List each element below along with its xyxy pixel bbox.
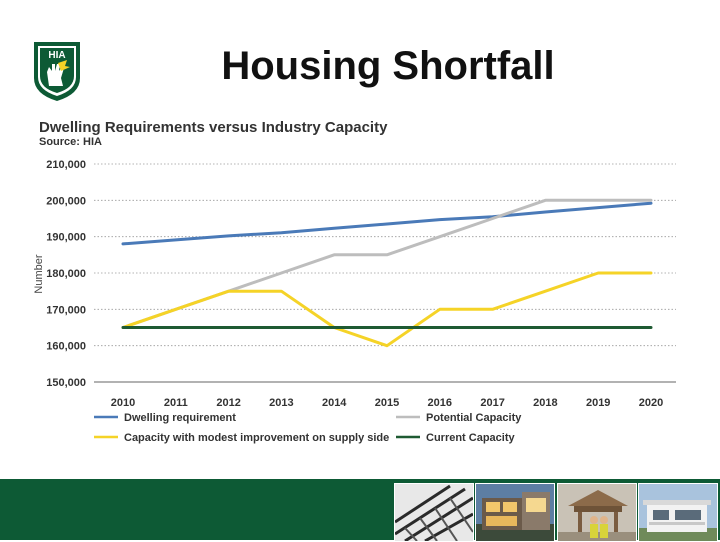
lit-modern-house-photo — [475, 483, 555, 542]
x-tick-label: 2012 — [216, 397, 240, 409]
chart-subtitle: Source: HIA — [39, 136, 102, 148]
legend-label: Capacity with modest improvement on supp… — [124, 432, 389, 444]
hia-logo-mark: HIA — [34, 42, 80, 101]
y-axis-label: Number — [33, 254, 45, 293]
x-tick-label: 2011 — [164, 397, 188, 409]
x-tick-label: 2018 — [533, 397, 557, 409]
line-chart: Dwelling Requirements versus Industry Ca… — [33, 119, 676, 444]
x-tick-label: 2017 — [480, 397, 504, 409]
x-tick-label: 2010 — [111, 397, 135, 409]
x-tick-label: 2020 — [639, 397, 663, 409]
legend-label: Current Capacity — [426, 432, 516, 444]
roof-framing-photo — [394, 483, 474, 542]
x-tick-label: 2013 — [269, 397, 293, 409]
x-tick-label: 2014 — [322, 397, 347, 409]
x-tick-label: 2019 — [586, 397, 610, 409]
y-tick-label: 180,000 — [46, 268, 86, 280]
x-tick-label: 2015 — [375, 397, 399, 409]
series-line-potential-capacity — [121, 198, 653, 329]
y-tick-label: 210,000 — [46, 159, 86, 171]
hia-logo-lettering: HIA — [48, 50, 65, 61]
hia-logo: HIA — [30, 40, 84, 102]
slide-title: Housing Shortfall — [221, 44, 555, 88]
builders-on-site-photo — [557, 483, 637, 542]
y-tick-label: 190,000 — [46, 232, 86, 244]
gridlines — [94, 163, 676, 383]
y-tick-label: 150,000 — [46, 377, 86, 389]
legend-label: Dwelling requirement — [124, 412, 236, 424]
chart-title: Dwelling Requirements versus Industry Ca… — [39, 119, 388, 136]
x-axis-ticks: 2010 2011 2012 2013 2014 2015 2016 2017 2018 2019… — [111, 397, 663, 409]
x-tick-label: 2016 — [428, 397, 452, 409]
series-line-dwelling-requirement — [121, 201, 653, 246]
legend-label: Potential Capacity — [426, 412, 522, 424]
chart-panel: Dwelling Requirements versus Industry Ca… — [32, 112, 688, 454]
y-tick-label: 200,000 — [46, 195, 86, 207]
series-lines — [121, 198, 653, 348]
series-line-capacity-with-modest-improvement-on-supply-side — [121, 271, 653, 348]
y-tick-label: 170,000 — [46, 304, 86, 316]
legend: Dwelling requirement Potential Capacity Ca… — [94, 412, 522, 444]
white-house-photo — [638, 483, 718, 542]
y-tick-label: 160,000 — [46, 341, 86, 353]
y-axis-ticks: 150,000 160,000 170,000 180,000 190,000 200,0… — [46, 159, 86, 389]
